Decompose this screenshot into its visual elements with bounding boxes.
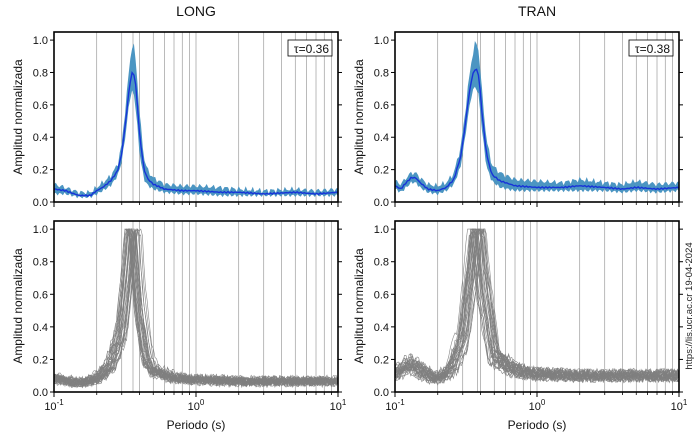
title-tran: TRAN [518,3,556,19]
y-tick-label: 0.8 [33,67,48,79]
mean-line [394,68,680,192]
spectrum-line [394,230,680,384]
tau-annotation: τ=0.38 [635,42,670,56]
y-tick-label: 0.8 [33,257,48,269]
x-tick-label: 100 [529,398,546,413]
mean-line [53,71,339,198]
x-tick-label: 101 [330,398,347,413]
spectrum-line [394,228,680,380]
spectrum-line [53,228,339,385]
tau-box [287,39,333,57]
y-tick-label: 0.4 [33,322,48,334]
panel-top-right: 0.0 0.2 0.4 0.6 0.8 1.0 τ=0.38 [374,31,683,209]
y-tick-label: 0.2 [33,165,48,177]
plot-layer: 0.0 0.2 0.4 0.6 0.8 1.0 τ=0.36 0.0 0.2 0.4 0.6 0.8 1… [33,31,688,413]
y-tick-label: 1.0 [33,35,48,47]
x-tick-label: 10-1 [44,398,64,413]
y-tick-label: 0.8 [374,257,389,269]
panel-bottom-right: 0.0 0.2 0.4 0.6 0.8 1.0 10-1 100 101 [374,220,688,413]
ylabel-bottom-right: Amplitud normalizada [352,248,366,364]
std-band [395,41,679,196]
ylabel-bottom-left: Amplitud normalizada [11,248,25,364]
y-tick-label: 0.4 [33,132,48,144]
y-tick-label: 0.8 [374,67,389,79]
y-tick-label: 0.6 [33,100,48,112]
spectrum-line [53,231,339,388]
y-tick-label: 0.2 [374,165,389,177]
y-tick-label: 0.0 [33,197,48,209]
x-tick-label: 10-1 [385,398,405,413]
y-tick-label: 0.4 [374,322,389,334]
panel-top-left: 0.0 0.2 0.4 0.6 0.8 1.0 τ=0.36 [33,31,342,209]
credit-text: https://lis.ucr.ac.cr 19-04-2024 [684,242,695,369]
tau-box [628,39,674,57]
y-tick-label: 0.0 [374,387,389,399]
y-tick-label: 1.0 [33,224,48,236]
spectrum-line [53,229,339,386]
y-tick-label: 0.6 [374,289,389,301]
spectrum-line [53,229,339,389]
y-tick-label: 0.6 [374,100,389,112]
y-tick-label: 0.4 [374,132,389,144]
ylabel-top-right: Amplitud normalizada [352,59,366,175]
y-tick-label: 0.0 [33,387,48,399]
x-tick-label: 101 [671,398,688,413]
y-tick-label: 0.0 [374,197,389,209]
y-tick-label: 1.0 [374,35,389,47]
y-tick-label: 1.0 [374,224,389,236]
xlabel-bottom-right: Periodo (s) [508,418,567,432]
spectrum-line [394,228,680,379]
ylabel-top-left: Amplitud normalizada [11,59,25,175]
tau-annotation: τ=0.36 [294,42,329,56]
y-tick-label: 0.6 [33,289,48,301]
spectrum-line [394,228,680,378]
spectrum-line [394,232,680,386]
panel-bottom-left: 0.0 0.2 0.4 0.6 0.8 1.0 10-1 100 101 [33,220,347,413]
y-tick-label: 0.2 [374,354,389,366]
x-tick-label: 100 [188,398,205,413]
xlabel-bottom-left: Periodo (s) [167,418,226,432]
title-long: LONG [176,3,216,19]
y-tick-label: 0.2 [33,354,48,366]
